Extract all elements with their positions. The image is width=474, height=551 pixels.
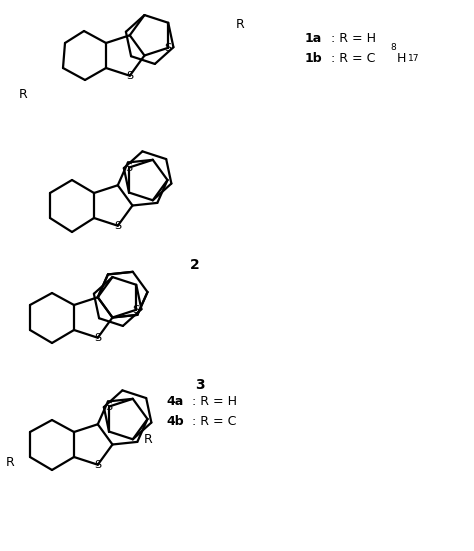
Text: R: R (6, 456, 14, 469)
Text: R: R (144, 433, 152, 446)
Text: 4a: 4a (166, 395, 183, 408)
Text: S: S (126, 163, 133, 172)
Text: : R = H: : R = H (188, 395, 237, 408)
Text: 3: 3 (195, 378, 205, 392)
Text: S: S (94, 333, 101, 343)
Text: 4b: 4b (166, 415, 184, 428)
Text: S: S (114, 221, 121, 231)
Text: 1a: 1a (305, 31, 322, 45)
Text: R: R (18, 89, 27, 101)
Text: S: S (164, 43, 172, 53)
Text: : R = C: : R = C (188, 415, 237, 428)
Text: 2: 2 (190, 258, 200, 272)
Text: S: S (126, 71, 133, 81)
Text: R: R (236, 19, 245, 31)
Text: : R = C: : R = C (327, 51, 375, 64)
Text: S: S (94, 460, 101, 469)
Text: 1b: 1b (305, 51, 323, 64)
Text: S: S (133, 305, 140, 315)
Text: 8: 8 (390, 43, 396, 52)
Text: S: S (106, 402, 113, 412)
Text: H: H (397, 51, 406, 64)
Text: 17: 17 (408, 54, 419, 63)
Text: : R = H: : R = H (327, 31, 376, 45)
